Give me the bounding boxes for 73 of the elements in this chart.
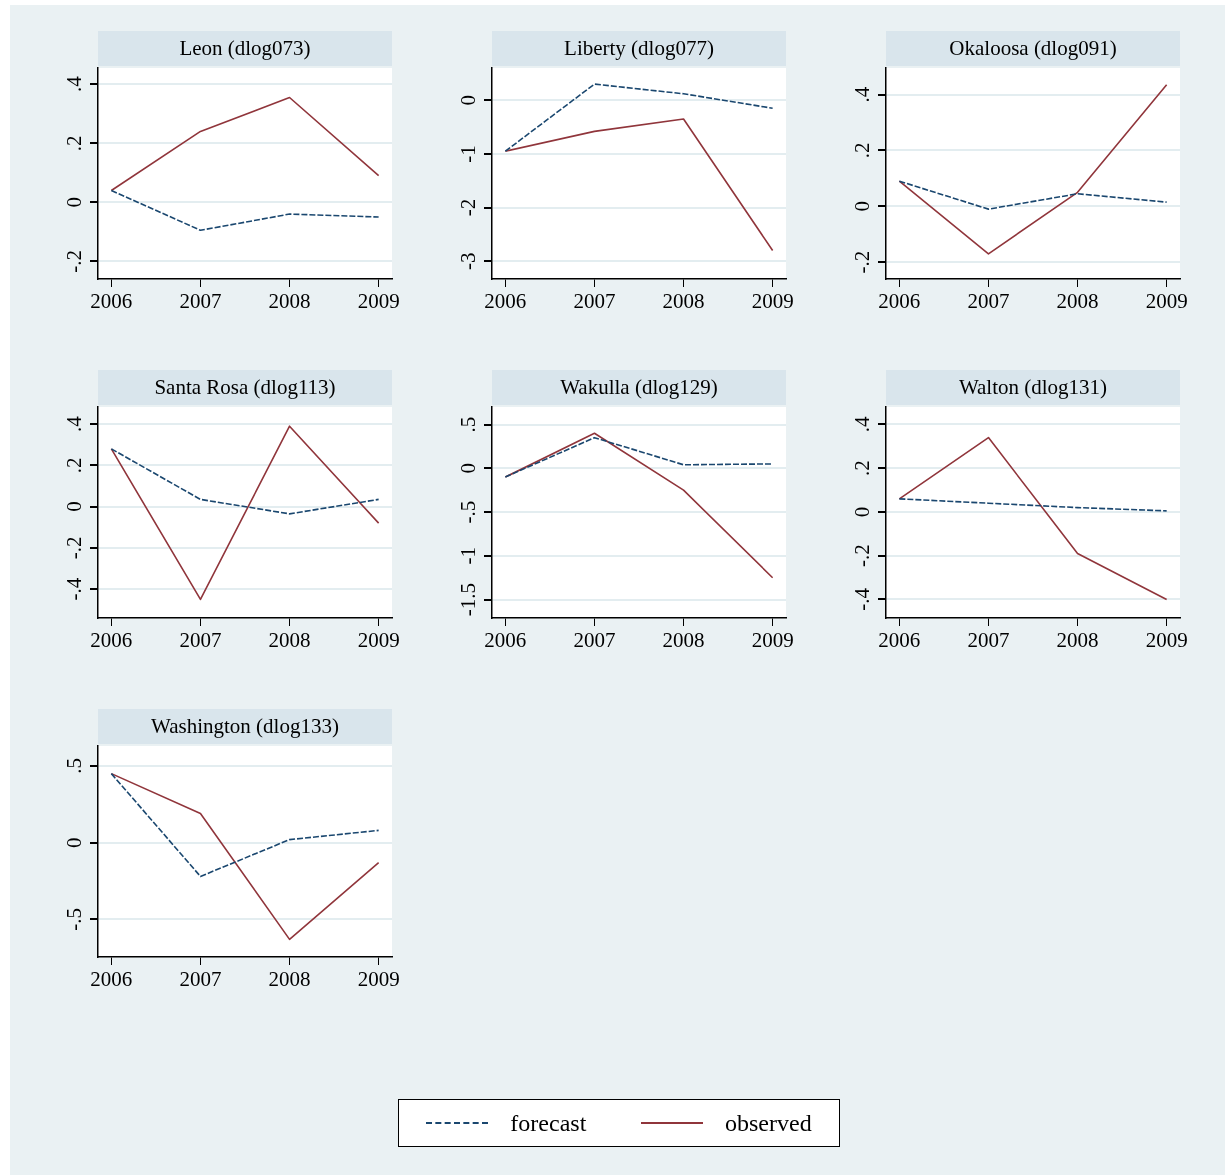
x-tick-label: 2007 — [573, 628, 616, 653]
x-tick-label: 2008 — [268, 289, 311, 314]
line-series — [504, 436, 774, 478]
x-tick-label: 2009 — [1145, 289, 1188, 314]
chart-title: Liberty (dlog077) — [564, 35, 714, 60]
y-tick-label: .4 — [62, 415, 87, 432]
x-tick-label: 2009 — [751, 628, 794, 653]
y-tick-label: .2 — [62, 135, 87, 152]
chart-title: Santa Rosa (dlog113) — [154, 374, 336, 399]
y-tick-label: 0 — [850, 201, 875, 212]
y-tick-label: -.5 — [62, 908, 87, 931]
chart-title: Okaloosa (dlog091) — [949, 35, 1117, 60]
x-tick-label: 2007 — [967, 628, 1010, 653]
chart-title: Leon (dlog073) — [179, 35, 311, 60]
chart-title: Wakulla (dlog129) — [560, 374, 718, 399]
x-tick-label: 2006 — [90, 289, 133, 314]
x-tick-label: 2006 — [90, 967, 133, 992]
x-tick-label: 2006 — [484, 289, 527, 314]
y-tick-label: 0 — [850, 506, 875, 518]
y-tick-label: -.2 — [62, 536, 87, 560]
x-tick-label: 2009 — [357, 289, 400, 314]
x-tick-label: 2008 — [268, 628, 311, 653]
chart-title: Washington (dlog133) — [151, 713, 339, 738]
y-tick-label: -.2 — [850, 250, 875, 274]
x-tick-label: 2006 — [90, 628, 133, 653]
legend-label: observed — [725, 1109, 812, 1137]
y-tick-label: -2 — [456, 198, 481, 217]
y-tick-label: .4 — [850, 86, 875, 103]
y-tick-label: -.4 — [850, 587, 875, 611]
x-tick-label: 2007 — [179, 289, 222, 314]
y-tick-label: .2 — [850, 142, 875, 159]
line-series — [110, 189, 380, 232]
x-tick-label: 2008 — [268, 967, 311, 992]
y-tick-label: .5 — [456, 416, 481, 433]
chart-title: Walton (dlog131) — [958, 374, 1108, 399]
y-tick-label: 0 — [62, 501, 87, 512]
x-tick-label: 2008 — [1056, 628, 1099, 653]
y-tick-label: 0 — [62, 837, 87, 848]
line-series — [898, 498, 1168, 512]
line-series — [504, 83, 774, 153]
y-tick-label: 0 — [62, 197, 87, 208]
y-tick-label: .2 — [62, 457, 87, 474]
x-tick-label: 2007 — [573, 289, 616, 314]
x-tick-label: 2009 — [751, 289, 794, 314]
x-tick-label: 2009 — [1145, 628, 1188, 653]
y-tick-label: .5 — [62, 758, 87, 774]
y-tick-label: .4 — [850, 416, 875, 433]
x-tick-label: 2008 — [662, 289, 705, 314]
line-series — [898, 180, 1168, 210]
x-tick-label: 2007 — [967, 289, 1010, 314]
x-tick-label: 2009 — [357, 967, 400, 992]
x-tick-label: 2007 — [179, 967, 222, 992]
y-tick-label: .4 — [62, 75, 87, 93]
y-tick-label: -.2 — [62, 249, 87, 273]
y-tick-label: -1 — [456, 145, 481, 163]
y-tick-label: -.5 — [456, 500, 481, 524]
line-series — [110, 772, 380, 878]
x-tick-label: 2006 — [878, 628, 921, 653]
y-tick-label: 0 — [456, 463, 481, 474]
y-tick-label: -.2 — [850, 544, 875, 568]
legend-label: forecast — [510, 1109, 587, 1137]
x-tick-label: 2006 — [878, 289, 921, 314]
x-tick-label: 2009 — [357, 628, 400, 653]
x-tick-label: 2006 — [484, 628, 527, 653]
x-tick-label: 2008 — [1056, 289, 1099, 314]
y-tick-label: -1 — [456, 547, 481, 565]
y-tick-label: .2 — [850, 460, 875, 477]
y-tick-label: -1.5 — [456, 582, 481, 617]
x-tick-label: 2008 — [662, 628, 705, 653]
y-tick-label: -.4 — [62, 577, 87, 601]
y-tick-label: -3 — [456, 252, 481, 271]
x-tick-label: 2007 — [179, 628, 222, 653]
y-tick-label: 0 — [456, 94, 481, 106]
